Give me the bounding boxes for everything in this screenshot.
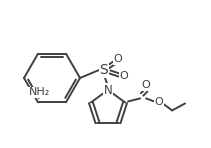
Text: NH₂: NH₂ (28, 87, 50, 97)
Text: O: O (120, 71, 128, 81)
Text: O: O (142, 80, 150, 90)
Text: S: S (100, 63, 108, 77)
Text: O: O (155, 97, 164, 107)
Text: N: N (104, 83, 112, 96)
Text: O: O (114, 54, 122, 64)
